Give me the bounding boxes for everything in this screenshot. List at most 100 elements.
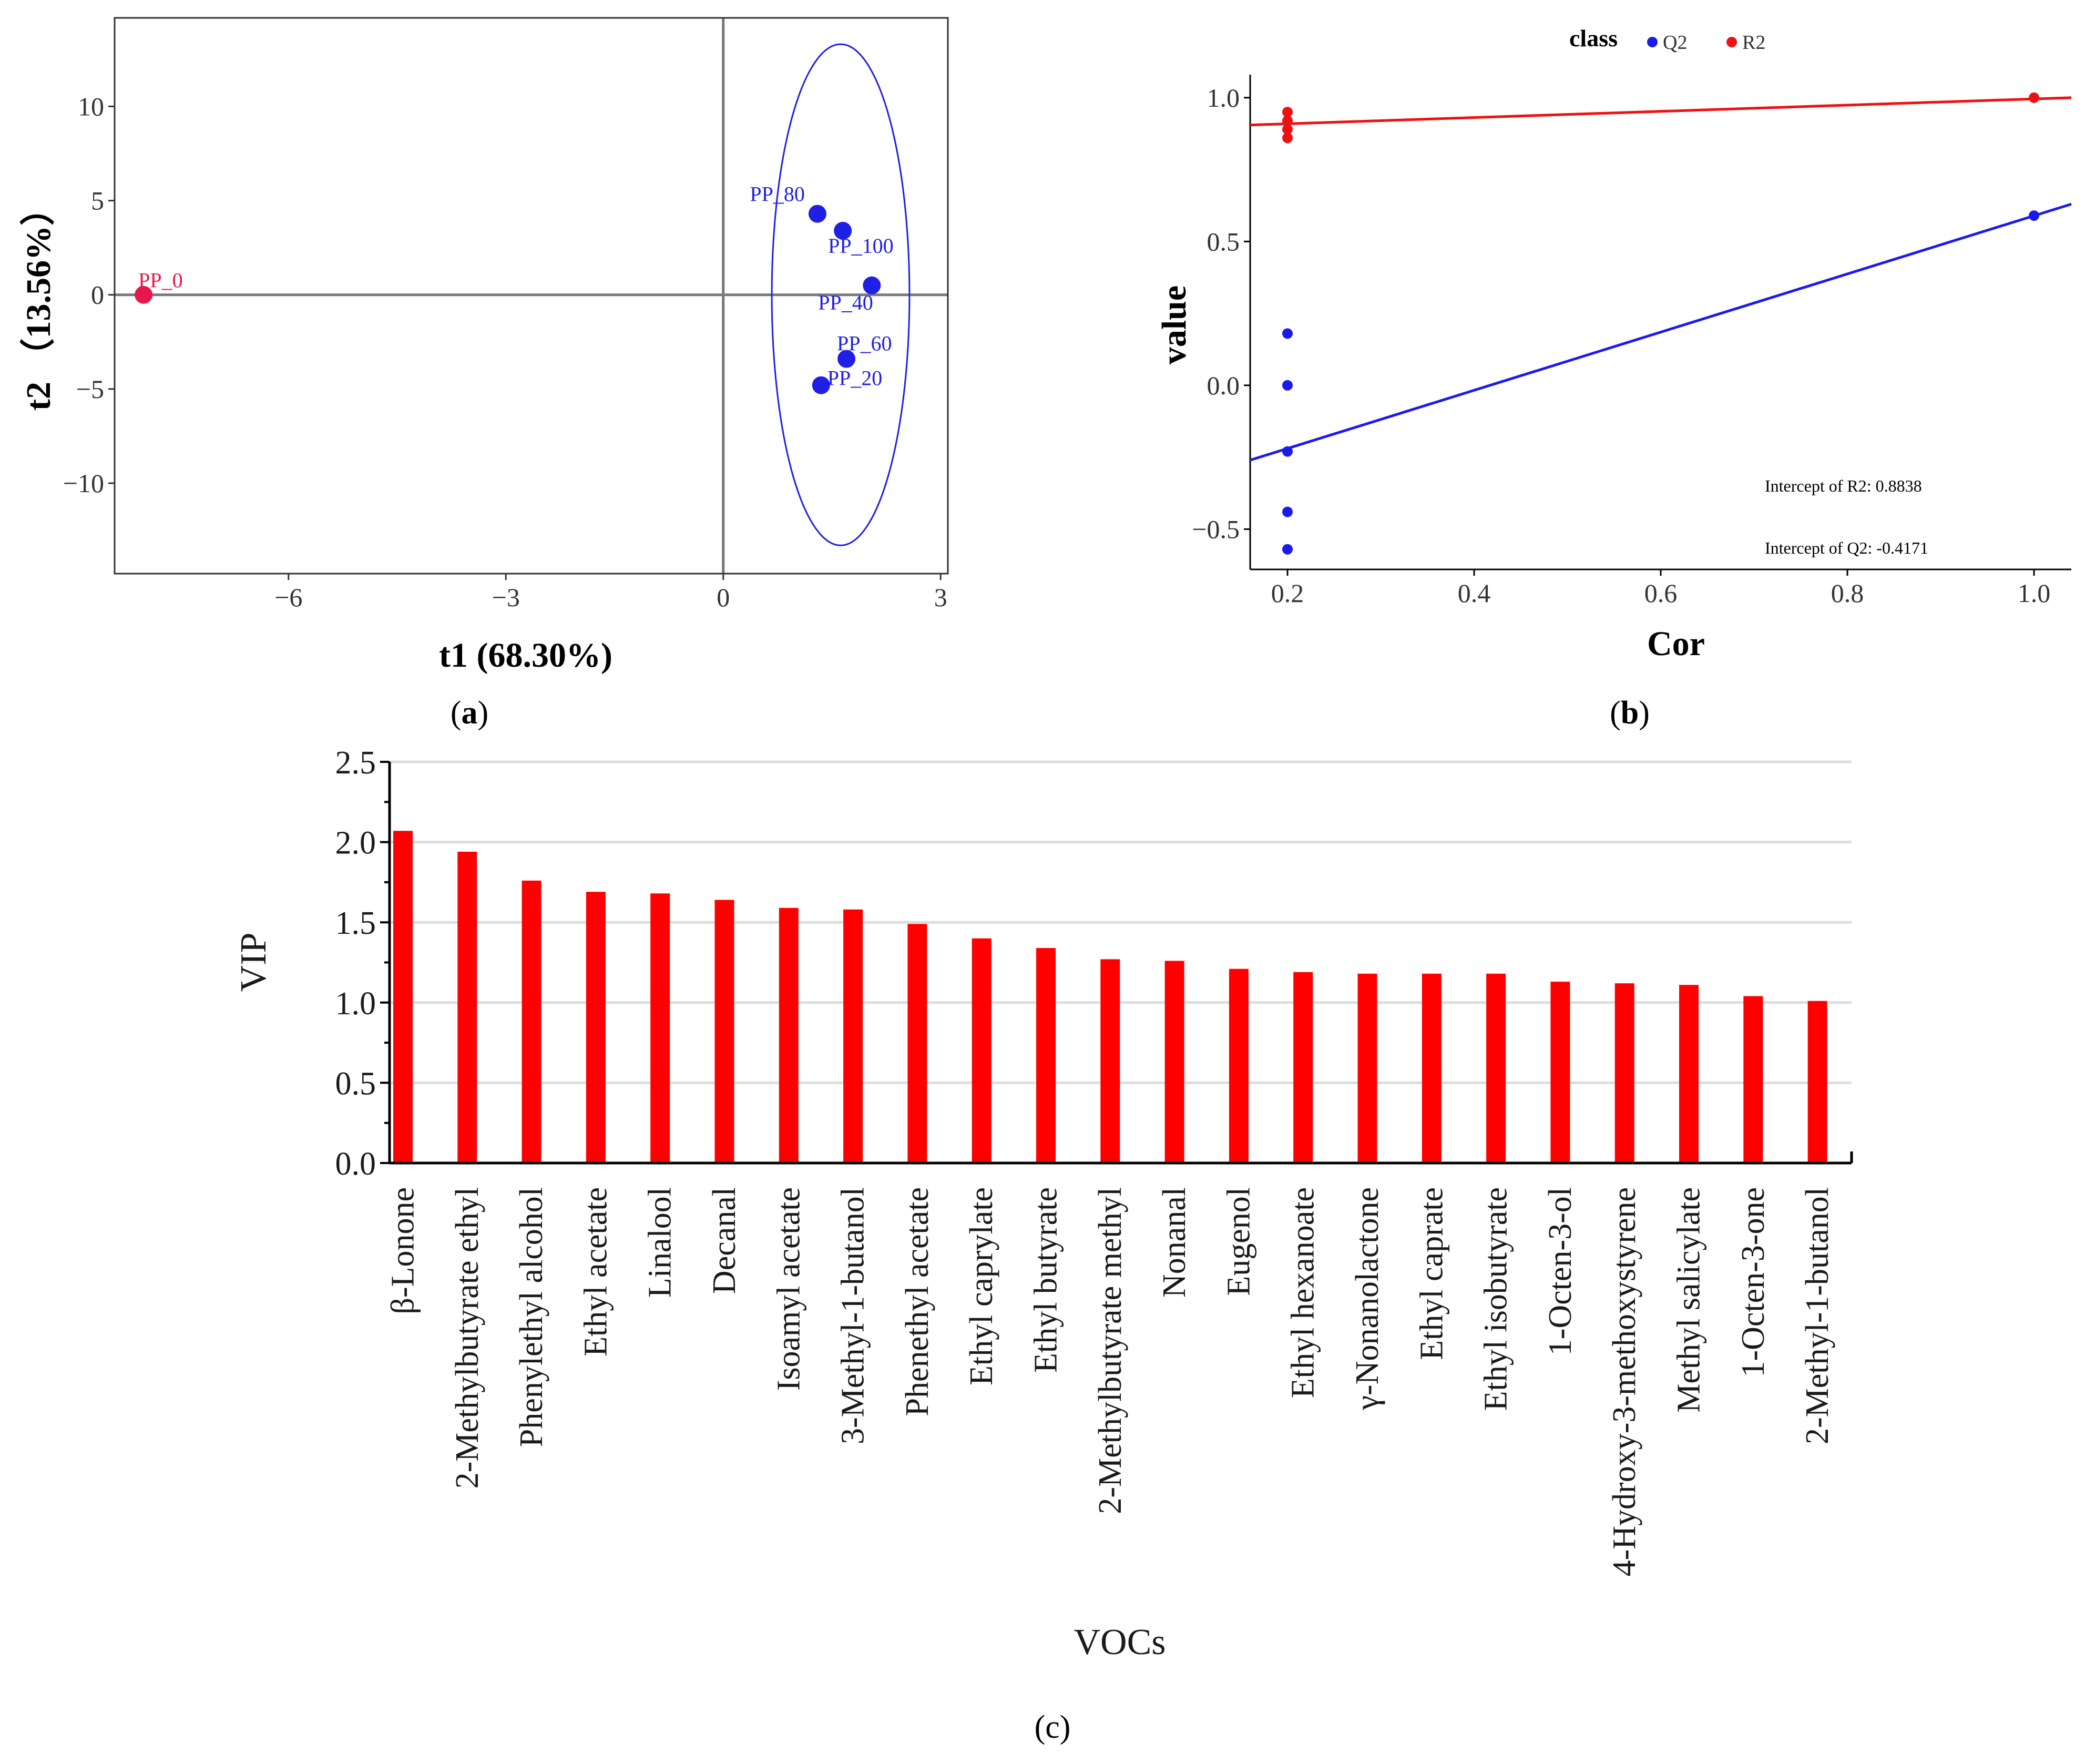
score-point-pp-0 bbox=[135, 285, 153, 304]
category-label: Nonanal bbox=[1157, 1187, 1192, 1298]
category-label: γ-Nonanolactone bbox=[1350, 1187, 1385, 1410]
vip-bar bbox=[972, 938, 992, 1163]
score-point-label: PP_20 bbox=[827, 366, 883, 390]
category-label: Isoamyl acetate bbox=[771, 1187, 806, 1391]
vip-bar bbox=[1036, 948, 1056, 1163]
panel-c-y-tick-label: 0.0 bbox=[335, 1146, 376, 1182]
category-label: Ethyl acetate bbox=[578, 1187, 614, 1357]
score-point-label: PP_80 bbox=[750, 182, 805, 206]
panel-b-cross-validation: class Q2 R2 0.2 0.4 0.6 0.8 1.0 −0.5 0.0 0.5 1.0… bbox=[1155, 25, 2072, 731]
vip-bar bbox=[1357, 973, 1377, 1163]
score-point-label: PP_60 bbox=[837, 332, 892, 355]
panel-a-y-tick-label: 5 bbox=[91, 186, 104, 216]
panel-a-plot-border bbox=[114, 17, 949, 575]
panel-c-vip-bar-chart: 0.0 0.5 1.0 1.5 2.0 2.5 β-Lonone 2-Methylbutyr… bbox=[233, 745, 1853, 1745]
panel-b-label: (b) bbox=[1610, 695, 1650, 731]
point-r2 bbox=[2029, 92, 2039, 103]
category-label: 1-Octen-3-ol bbox=[1542, 1187, 1578, 1355]
category-label: Ethyl caprylate bbox=[964, 1187, 999, 1385]
panel-b-y-tick-label: 0.0 bbox=[1207, 371, 1240, 400]
vip-bar bbox=[457, 851, 477, 1163]
category-label: 2-Methylbutyrate methyl bbox=[1092, 1187, 1128, 1514]
panel-a-y-tick-label: 10 bbox=[78, 91, 104, 121]
category-label: Decanal bbox=[707, 1187, 742, 1294]
point-q2 bbox=[1282, 544, 1293, 555]
panel-a-y-axis-title: t2 （13.56%） bbox=[19, 191, 58, 411]
panel-a-x-axis-title: t1 (68.30%) bbox=[439, 636, 612, 675]
score-point-pp-80 bbox=[808, 205, 826, 223]
vip-bar bbox=[650, 893, 670, 1163]
panel-c-y-tick-label: 0.5 bbox=[335, 1066, 376, 1102]
vip-bar bbox=[714, 900, 734, 1163]
vip-bar bbox=[522, 880, 541, 1163]
category-label: 4-Hydroxy-3-methoxystyrene bbox=[1607, 1187, 1642, 1576]
category-label: Ethyl caprate bbox=[1414, 1187, 1449, 1360]
vip-bar bbox=[1743, 996, 1763, 1163]
vip-bar bbox=[1229, 968, 1249, 1163]
score-point-pp-60 bbox=[837, 350, 856, 368]
legend-r2-label: R2 bbox=[1742, 32, 1765, 54]
vip-bar bbox=[1550, 982, 1570, 1163]
panel-b-x-axis-title: Cor bbox=[1647, 625, 1705, 663]
panel-c-x-axis-title: VOCs bbox=[1074, 1622, 1166, 1663]
point-r2 bbox=[1282, 132, 1293, 144]
point-q2 bbox=[1282, 380, 1293, 391]
category-label: Eugenol bbox=[1221, 1187, 1256, 1296]
fit-line-r2 bbox=[1250, 96, 2072, 127]
legend-q2-marker bbox=[1647, 37, 1658, 47]
score-point-label: PP_100 bbox=[828, 234, 894, 258]
vip-bar bbox=[907, 924, 927, 1163]
point-r2 bbox=[1282, 107, 1293, 118]
category-label: Ethyl isobutyrate bbox=[1478, 1187, 1514, 1411]
panel-c-label: (c) bbox=[1035, 1709, 1071, 1745]
vip-bar bbox=[779, 908, 799, 1163]
panel-b-x-tick-label: 0.2 bbox=[1271, 578, 1304, 608]
vip-bar bbox=[1293, 972, 1313, 1163]
panel-b-x-tick-label: 0.4 bbox=[1458, 578, 1491, 608]
category-label: Methyl salicylate bbox=[1671, 1187, 1707, 1413]
category-label: Phenylethyl alcohol bbox=[514, 1187, 549, 1447]
vip-bar bbox=[1486, 973, 1506, 1163]
panel-c-y-axis-title: VIP bbox=[233, 933, 274, 992]
score-point-label: PP_40 bbox=[818, 291, 873, 314]
vip-bar bbox=[1100, 959, 1120, 1163]
category-label: 2-Methylbutyrate ethyl bbox=[449, 1187, 485, 1488]
category-label: Ethyl butyrate bbox=[1028, 1187, 1064, 1373]
category-label: Phenethyl acetate bbox=[900, 1187, 935, 1416]
category-label: Linalool bbox=[642, 1187, 678, 1298]
panel-a-x-tick-label: −3 bbox=[492, 583, 520, 612]
score-point-pp-20 bbox=[812, 376, 830, 394]
point-r2 bbox=[1282, 124, 1293, 135]
vip-bar bbox=[843, 909, 863, 1163]
legend-r2-marker bbox=[1726, 37, 1737, 47]
vip-bar bbox=[1164, 961, 1184, 1163]
category-label: Ethyl hexanoate bbox=[1285, 1187, 1321, 1398]
score-point-label: PP_0 bbox=[138, 269, 183, 292]
confidence-ellipse bbox=[771, 43, 911, 546]
panel-a-x-tick-label: −6 bbox=[274, 583, 302, 612]
panel-a-x-tick-label: 3 bbox=[934, 583, 947, 612]
point-q2 bbox=[1282, 446, 1293, 457]
panel-c-y-tick-label: 1.0 bbox=[335, 986, 376, 1022]
panel-c-y-tick-label: 2.0 bbox=[335, 825, 376, 861]
annotation-r2-intercept: Intercept of R2: 0.8838 bbox=[1765, 476, 1922, 495]
panel-c-y-tick-label: 1.5 bbox=[335, 905, 376, 941]
panel-b-y-tick-label: 0.5 bbox=[1207, 227, 1240, 256]
legend-title: class bbox=[1569, 25, 1618, 52]
vip-bar bbox=[1614, 983, 1634, 1163]
panel-b-y-tick-label: −0.5 bbox=[1192, 514, 1240, 544]
panel-a-y-tick-label: −10 bbox=[63, 468, 104, 498]
panel-a-y-tick-label: −5 bbox=[76, 374, 104, 404]
panel-b-x-tick-label: 0.6 bbox=[1644, 578, 1678, 608]
score-point-pp-40 bbox=[863, 276, 881, 294]
panel-a-score-plot: −6 −3 0 3 −10 −5 0 5 10 PP_0 PP_80 PP_100 PP_40 PP_6… bbox=[19, 17, 949, 731]
panel-a-x-tick-label: 0 bbox=[717, 583, 730, 612]
point-q2 bbox=[1282, 506, 1293, 517]
panel-b-x-tick-label: 1.0 bbox=[2018, 578, 2051, 608]
annotation-q2-intercept: Intercept of Q2: -0.4171 bbox=[1765, 538, 1928, 557]
vip-bar bbox=[1679, 985, 1699, 1163]
vip-bar bbox=[393, 831, 413, 1163]
vip-bar bbox=[1422, 973, 1442, 1163]
category-label: β-Lonone bbox=[385, 1187, 421, 1314]
